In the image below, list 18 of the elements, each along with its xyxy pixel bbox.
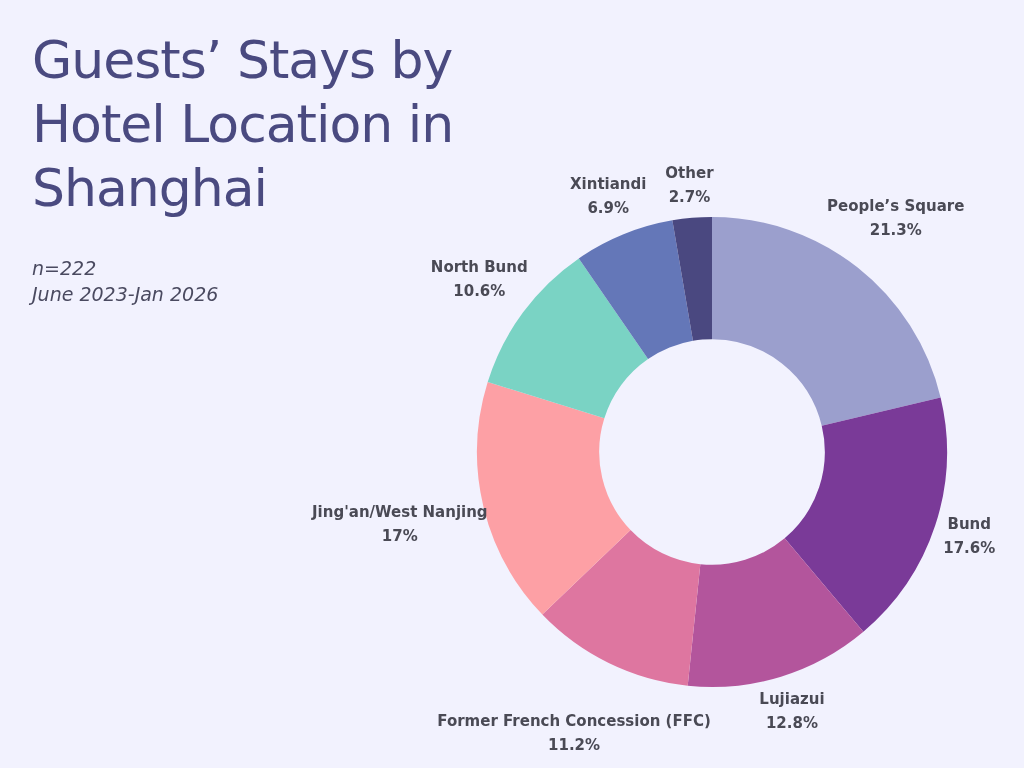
slice-label: Former French Concession (FFC)	[437, 711, 711, 730]
data-label: 17%	[381, 527, 418, 546]
data-label: 17.6%	[943, 538, 996, 557]
data-label: 2.7%	[668, 188, 711, 207]
slice-label: People’s Square	[827, 197, 965, 216]
slice-label: Lujiazui	[759, 690, 825, 709]
slice-label: North Bund	[430, 258, 528, 277]
slice-label: Bund	[947, 514, 992, 533]
chart-title: Guests’ Stays by Hotel Location in Shanghai	[32, 29, 455, 220]
slice-label: Xintiandi	[570, 174, 647, 193]
data-label: 6.9%	[587, 198, 630, 217]
data-label: 12.8%	[765, 714, 818, 733]
data-label: 11.2%	[548, 735, 601, 754]
text: n=222	[32, 256, 98, 281]
data-label: 21.3%	[869, 221, 922, 240]
slice-label: Other	[665, 164, 715, 183]
slice-label: Jing'an/West Nanjing	[311, 503, 488, 522]
data-label: 10.6%	[453, 282, 506, 301]
